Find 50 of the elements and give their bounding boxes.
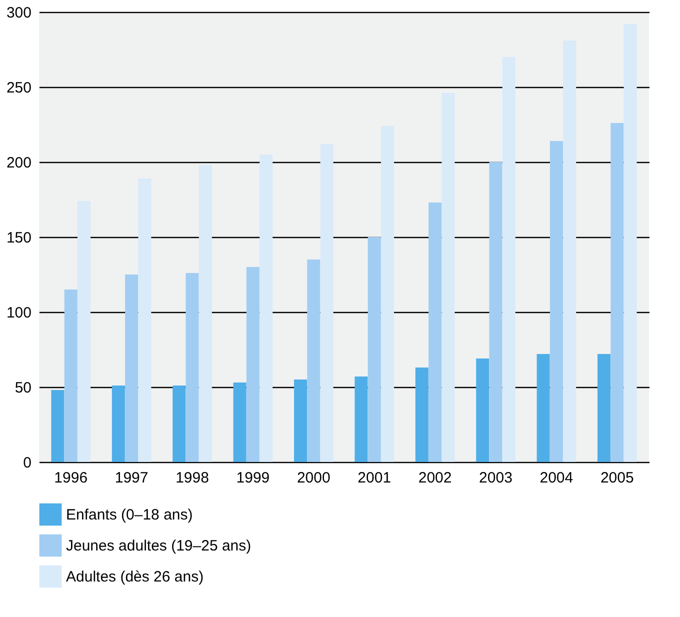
bar [125, 274, 138, 462]
bar [610, 123, 624, 462]
x-tick-label: 1998 [176, 470, 209, 486]
bar [260, 154, 273, 462]
bar [354, 376, 368, 462]
bar [442, 93, 455, 462]
legend-label: Enfants (0–18 ans) [66, 506, 193, 524]
bar [233, 382, 246, 462]
x-tick-label: 1997 [114, 470, 148, 486]
bar [112, 386, 125, 462]
bar [138, 178, 152, 462]
x-tick-label: 2005 [600, 470, 634, 486]
y-tick-label: 50 [14, 380, 32, 396]
bar [489, 162, 502, 462]
bar [597, 354, 610, 462]
bar [51, 390, 64, 462]
bar [307, 260, 320, 462]
legend-label: Jeunes adultes (19–25 ans) [66, 538, 252, 554]
bar [294, 380, 307, 462]
bar [476, 358, 490, 462]
bar [428, 202, 442, 462]
y-tick-label: 200 [6, 154, 32, 172]
y-tick-label: 250 [6, 80, 32, 96]
bar [624, 24, 637, 462]
x-tick-label: 1996 [54, 470, 88, 486]
x-tick-label: 1999 [236, 470, 270, 486]
x-tick-label: 2001 [358, 470, 392, 486]
bar [415, 368, 428, 462]
x-tick-label: 2000 [296, 470, 330, 486]
bar [563, 40, 576, 462]
y-tick-label: 100 [6, 304, 32, 322]
x-tick-label: 2002 [418, 470, 452, 486]
bar [550, 141, 563, 462]
legend-label: Adultes (dès 26 ans) [66, 568, 204, 586]
bar [198, 165, 212, 462]
y-tick-label: 300 [6, 4, 32, 22]
bar [320, 144, 334, 462]
bar [186, 273, 199, 462]
bar [172, 386, 186, 462]
bar [536, 354, 550, 462]
bar [78, 201, 91, 462]
bar [246, 267, 260, 462]
y-tick-label: 150 [6, 230, 32, 246]
bar [64, 290, 78, 462]
x-tick-label: 2004 [540, 470, 574, 486]
bar [381, 126, 394, 462]
bar [368, 237, 381, 462]
x-tick-label: 2003 [479, 470, 512, 486]
y-tick-label: 0 [23, 454, 32, 472]
bar [502, 57, 516, 462]
